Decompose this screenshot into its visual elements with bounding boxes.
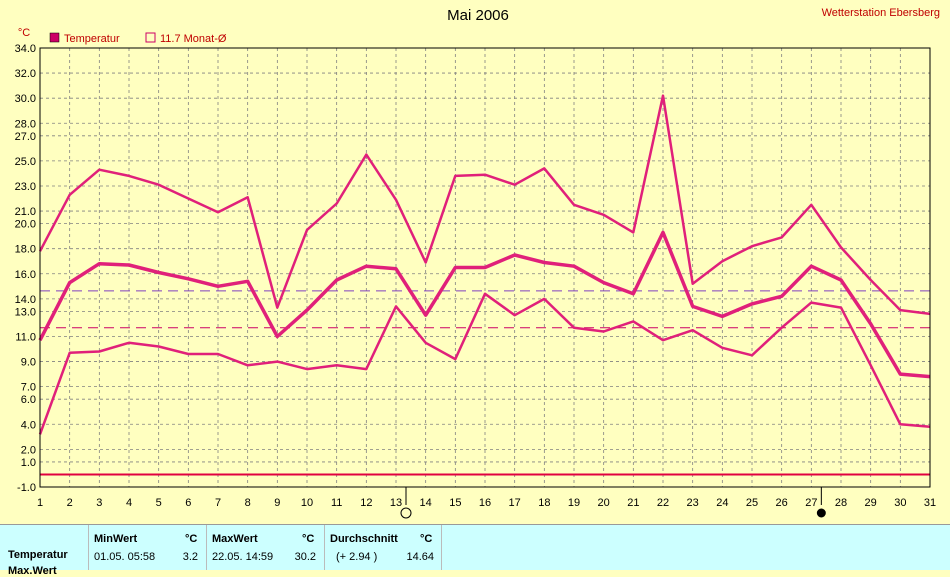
x-tick-label: 16 xyxy=(479,497,491,509)
x-tick-label: 17 xyxy=(509,497,521,509)
min-unit: °C xyxy=(185,533,198,545)
separator xyxy=(88,525,89,570)
x-tick-label: 30 xyxy=(894,497,906,509)
y-tick-label: 16.0 xyxy=(15,269,36,281)
x-tick-label: 23 xyxy=(687,497,699,509)
chart-title: Mai 2006 xyxy=(447,7,509,24)
x-tick-label: 20 xyxy=(598,497,610,509)
max-datetime: 22.05. 14:59 xyxy=(212,551,274,563)
series-line-max xyxy=(38,94,931,316)
y-tick-label: 18.0 xyxy=(15,244,36,256)
x-tick-label: 4 xyxy=(126,497,132,509)
separator xyxy=(206,525,207,570)
y-tick-label: 23.0 xyxy=(15,181,36,193)
y-tick-label: -1.0 xyxy=(17,482,36,494)
avg-header: Durchschnitt xyxy=(330,533,398,545)
min-header: MinWert xyxy=(94,533,138,545)
stats-row2-label: Max.Wert xyxy=(8,565,57,577)
stats-row-label: Temperatur xyxy=(8,549,68,561)
x-tick-label: 8 xyxy=(245,497,251,509)
y-tick-label: 34.0 xyxy=(15,43,36,55)
x-tick-label: 28 xyxy=(835,497,847,509)
x-tick-label: 3 xyxy=(96,497,102,509)
new-moon-icon xyxy=(816,508,826,518)
x-tick-label: 29 xyxy=(865,497,877,509)
x-tick-label: 18 xyxy=(538,497,550,509)
avg-delta: (+ 2.94 ) xyxy=(336,551,378,563)
separator xyxy=(441,525,442,570)
legend-swatch-temperature xyxy=(49,32,60,43)
plot-frame xyxy=(39,47,931,488)
avg-unit: °C xyxy=(420,533,433,545)
y-unit-label: °C xyxy=(18,27,30,39)
x-tick-label: 11 xyxy=(331,497,342,509)
x-tick-label: 5 xyxy=(156,497,162,509)
min-value: 3.2 xyxy=(182,551,198,563)
legend-swatch-monthly-average xyxy=(145,32,156,43)
separator xyxy=(324,525,325,570)
y-tick-label: 11.0 xyxy=(15,331,36,343)
legend-label-temperature: Temperatur xyxy=(64,33,120,45)
x-tick-label: 7 xyxy=(215,497,221,509)
legend-label-monthly-average: 11.7 Monat-Ø xyxy=(160,33,227,45)
max-value: 30.2 xyxy=(294,551,316,563)
full-moon-icon xyxy=(400,507,412,519)
y-tick-label: 30.0 xyxy=(15,93,36,105)
series-line-avg xyxy=(38,230,931,379)
y-tick-label: 13.0 xyxy=(15,306,36,318)
x-tick-label: 6 xyxy=(185,497,191,509)
x-tick-label: 26 xyxy=(776,497,788,509)
x-tick-label: 9 xyxy=(274,497,280,509)
x-tick-label: 21 xyxy=(627,497,639,509)
station-name: Wetterstation Ebersberg xyxy=(822,7,940,19)
min-datetime: 01.05. 05:58 xyxy=(94,551,156,563)
x-tick-label: 19 xyxy=(568,497,580,509)
x-tick-label: 1 xyxy=(37,497,43,509)
y-tick-label: 20.0 xyxy=(15,219,36,231)
x-tick-label: 22 xyxy=(657,497,669,509)
x-tick-label: 12 xyxy=(360,497,372,509)
legend: Temperatur 11.7 Monat-Ø xyxy=(49,32,227,45)
x-tick-label: 27 xyxy=(805,497,817,509)
x-tick-label: 25 xyxy=(746,497,758,509)
y-tick-label: 6.0 xyxy=(21,394,36,406)
stats-panel: Temperatur Max.Wert MinWert °C 01.05. 05… xyxy=(0,524,950,577)
x-tick-label: 24 xyxy=(716,497,728,509)
y-tick-label: 14.0 xyxy=(15,294,36,306)
y-tick-label: 32.0 xyxy=(15,68,36,80)
y-tick-label: 27.0 xyxy=(15,131,36,143)
x-tick-label: 13 xyxy=(390,497,402,509)
y-tick-label: 25.0 xyxy=(15,156,36,168)
y-tick-label: 7.0 xyxy=(21,382,36,394)
x-tick-label: 15 xyxy=(449,497,461,509)
temperature-chart: Mai 2006 Wetterstation Ebersberg °C Temp… xyxy=(15,7,940,519)
avg-value: 14.64 xyxy=(406,551,434,563)
x-tick-label: 2 xyxy=(67,497,73,509)
max-header: MaxWert xyxy=(212,533,258,545)
max-unit: °C xyxy=(302,533,315,545)
y-tick-label: 21.0 xyxy=(15,206,36,218)
x-tick-label: 14 xyxy=(420,497,432,509)
y-tick-label: 2.0 xyxy=(21,444,36,456)
x-tick-label: 31 xyxy=(924,497,936,509)
y-tick-label: 1.0 xyxy=(21,457,36,469)
y-tick-label: 28.0 xyxy=(15,118,36,130)
y-tick-label: 4.0 xyxy=(21,419,36,431)
x-tick-label: 10 xyxy=(301,497,313,509)
y-tick-label: 9.0 xyxy=(21,357,36,369)
series-line-min xyxy=(38,292,931,435)
